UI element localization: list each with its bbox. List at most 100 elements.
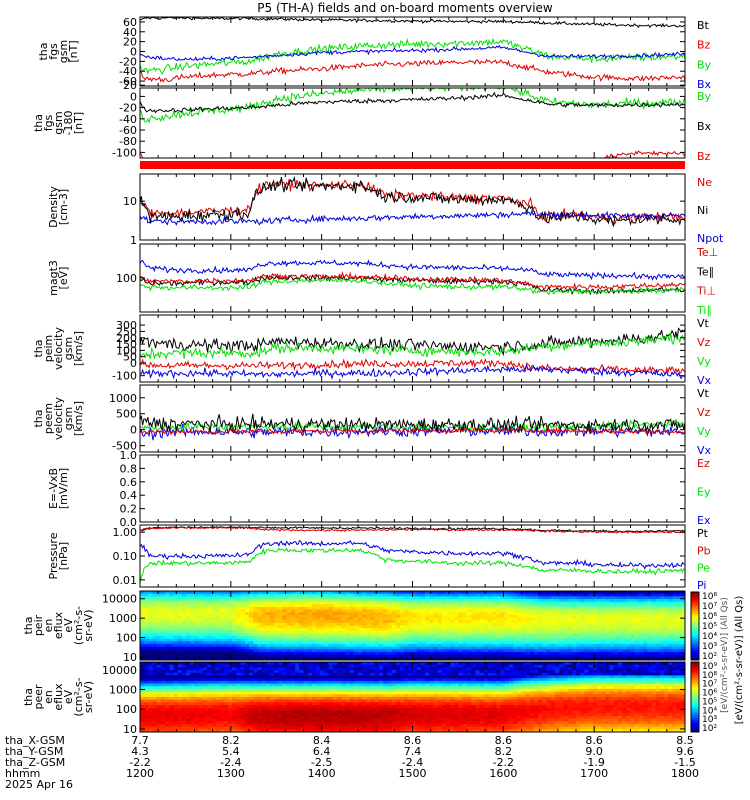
spectrogram-cell [475,652,480,656]
spectrogram-cell [303,620,309,624]
spectrogram-cell [152,691,158,695]
spectrogram-cell [194,609,200,613]
spectrogram-cell [437,644,443,648]
spectrogram-cell [332,622,338,626]
spectrogram-cell [454,606,460,610]
spectrogram-cell [198,625,204,629]
spectrogram-cell [374,606,380,610]
y-axis-label-line: -180 [62,111,75,136]
spectrogram-cell [257,715,262,719]
spectrogram-cell [609,596,615,600]
spectrogram-cell [412,644,418,648]
spectrogram-cell [626,652,631,656]
spectrogram-cell [186,683,191,687]
spectrogram-cell [211,691,216,695]
spectrogram-cell [437,633,443,637]
spectrogram-cell [261,694,267,698]
spectrogram-cell [202,667,208,671]
spectrogram-cell [156,707,162,711]
spectrogram-cell [165,691,170,695]
spectrogram-cell [257,683,262,687]
spectrogram-cell [274,622,279,626]
spectrogram-cell [160,680,166,684]
spectrogram-cell [487,630,493,634]
spectrogram-cell [223,625,229,629]
spectrogram-cell [223,612,229,616]
spectrogram-cell [198,713,204,717]
spectrogram-cell [446,628,451,632]
spectrogram-cell [567,652,573,656]
spectrogram-cell [638,628,644,632]
spectrogram-cell [194,680,200,684]
spectrogram-cell [186,686,191,690]
spectrogram-cell [148,729,153,733]
spectrogram-cell [278,652,283,656]
spectrogram-cell [483,644,489,648]
spectrogram-cell [194,604,200,608]
spectrogram-cell [320,593,325,597]
spectrogram-cell [211,646,216,650]
spectrogram-cell [236,691,242,695]
spectrogram-cell [433,636,439,640]
spectrogram-cell [358,641,363,645]
spectrogram-cell [538,649,543,653]
spectrogram-cell [617,598,623,603]
spectrogram-cell [207,598,212,603]
spectrogram-cell [534,633,539,637]
spectrogram-cell [450,604,455,608]
spectrogram-cell [596,591,602,595]
spectrogram-cell [458,636,464,640]
spectrogram-cell [140,686,145,690]
spectrogram-cell [202,718,208,722]
spectrogram-cell [186,694,191,698]
spectrogram-cell [240,609,246,613]
spectrogram-cell [546,654,552,658]
spectrogram-cell [358,601,363,605]
spectrogram-cell [437,591,443,595]
spectrogram-cell [425,644,430,648]
spectrogram-cell [228,636,233,640]
spectrogram-cell [475,593,480,597]
spectrogram-cell [303,596,309,600]
spectrogram-cell [630,604,636,608]
spectrogram-cell [622,628,627,632]
spectrogram-cell [508,591,514,595]
spectrogram-cell [156,657,162,661]
spectrogram-cell [148,688,153,693]
spectrogram-cell [454,657,460,661]
spectrogram-cell [588,628,594,632]
spectrogram-cell [152,652,158,656]
spectrogram-cell [647,620,652,624]
spectrogram-cell [337,593,342,597]
y-axis-label-line: eV [62,618,75,633]
spectrogram-cell [680,622,686,626]
spectrogram-cell [542,638,548,642]
spectrogram-cell [269,652,275,656]
spectrogram-cell [395,633,401,637]
spectrogram-cell [257,678,262,682]
spectrogram-cell [563,636,569,640]
spectrogram-cell [588,601,594,605]
spectrogram-cell [165,596,170,600]
spectrogram-cell [223,664,229,668]
spectrogram-cell [446,617,451,621]
spectrogram-cell [588,630,594,634]
spectrogram-cell [542,606,548,610]
spectrogram-cell [295,630,300,634]
spectrogram-cell [211,664,216,668]
spectrogram-cell [483,641,489,645]
spectrogram-cell [383,598,388,603]
spectrogram-cell [592,636,598,640]
spectrogram-cell [458,638,464,642]
spectrogram-cell [169,598,174,603]
spectrogram-cell [479,628,485,632]
spectrogram-cell [215,646,221,650]
spectrogram-cell [412,628,418,632]
spectrogram-cell [215,609,221,613]
spectrogram-cell [542,636,548,640]
spectrogram-cell [332,606,338,610]
spectrogram-cell [525,612,531,616]
spectrogram-cell [647,617,652,621]
spectrogram-cell [601,617,606,621]
